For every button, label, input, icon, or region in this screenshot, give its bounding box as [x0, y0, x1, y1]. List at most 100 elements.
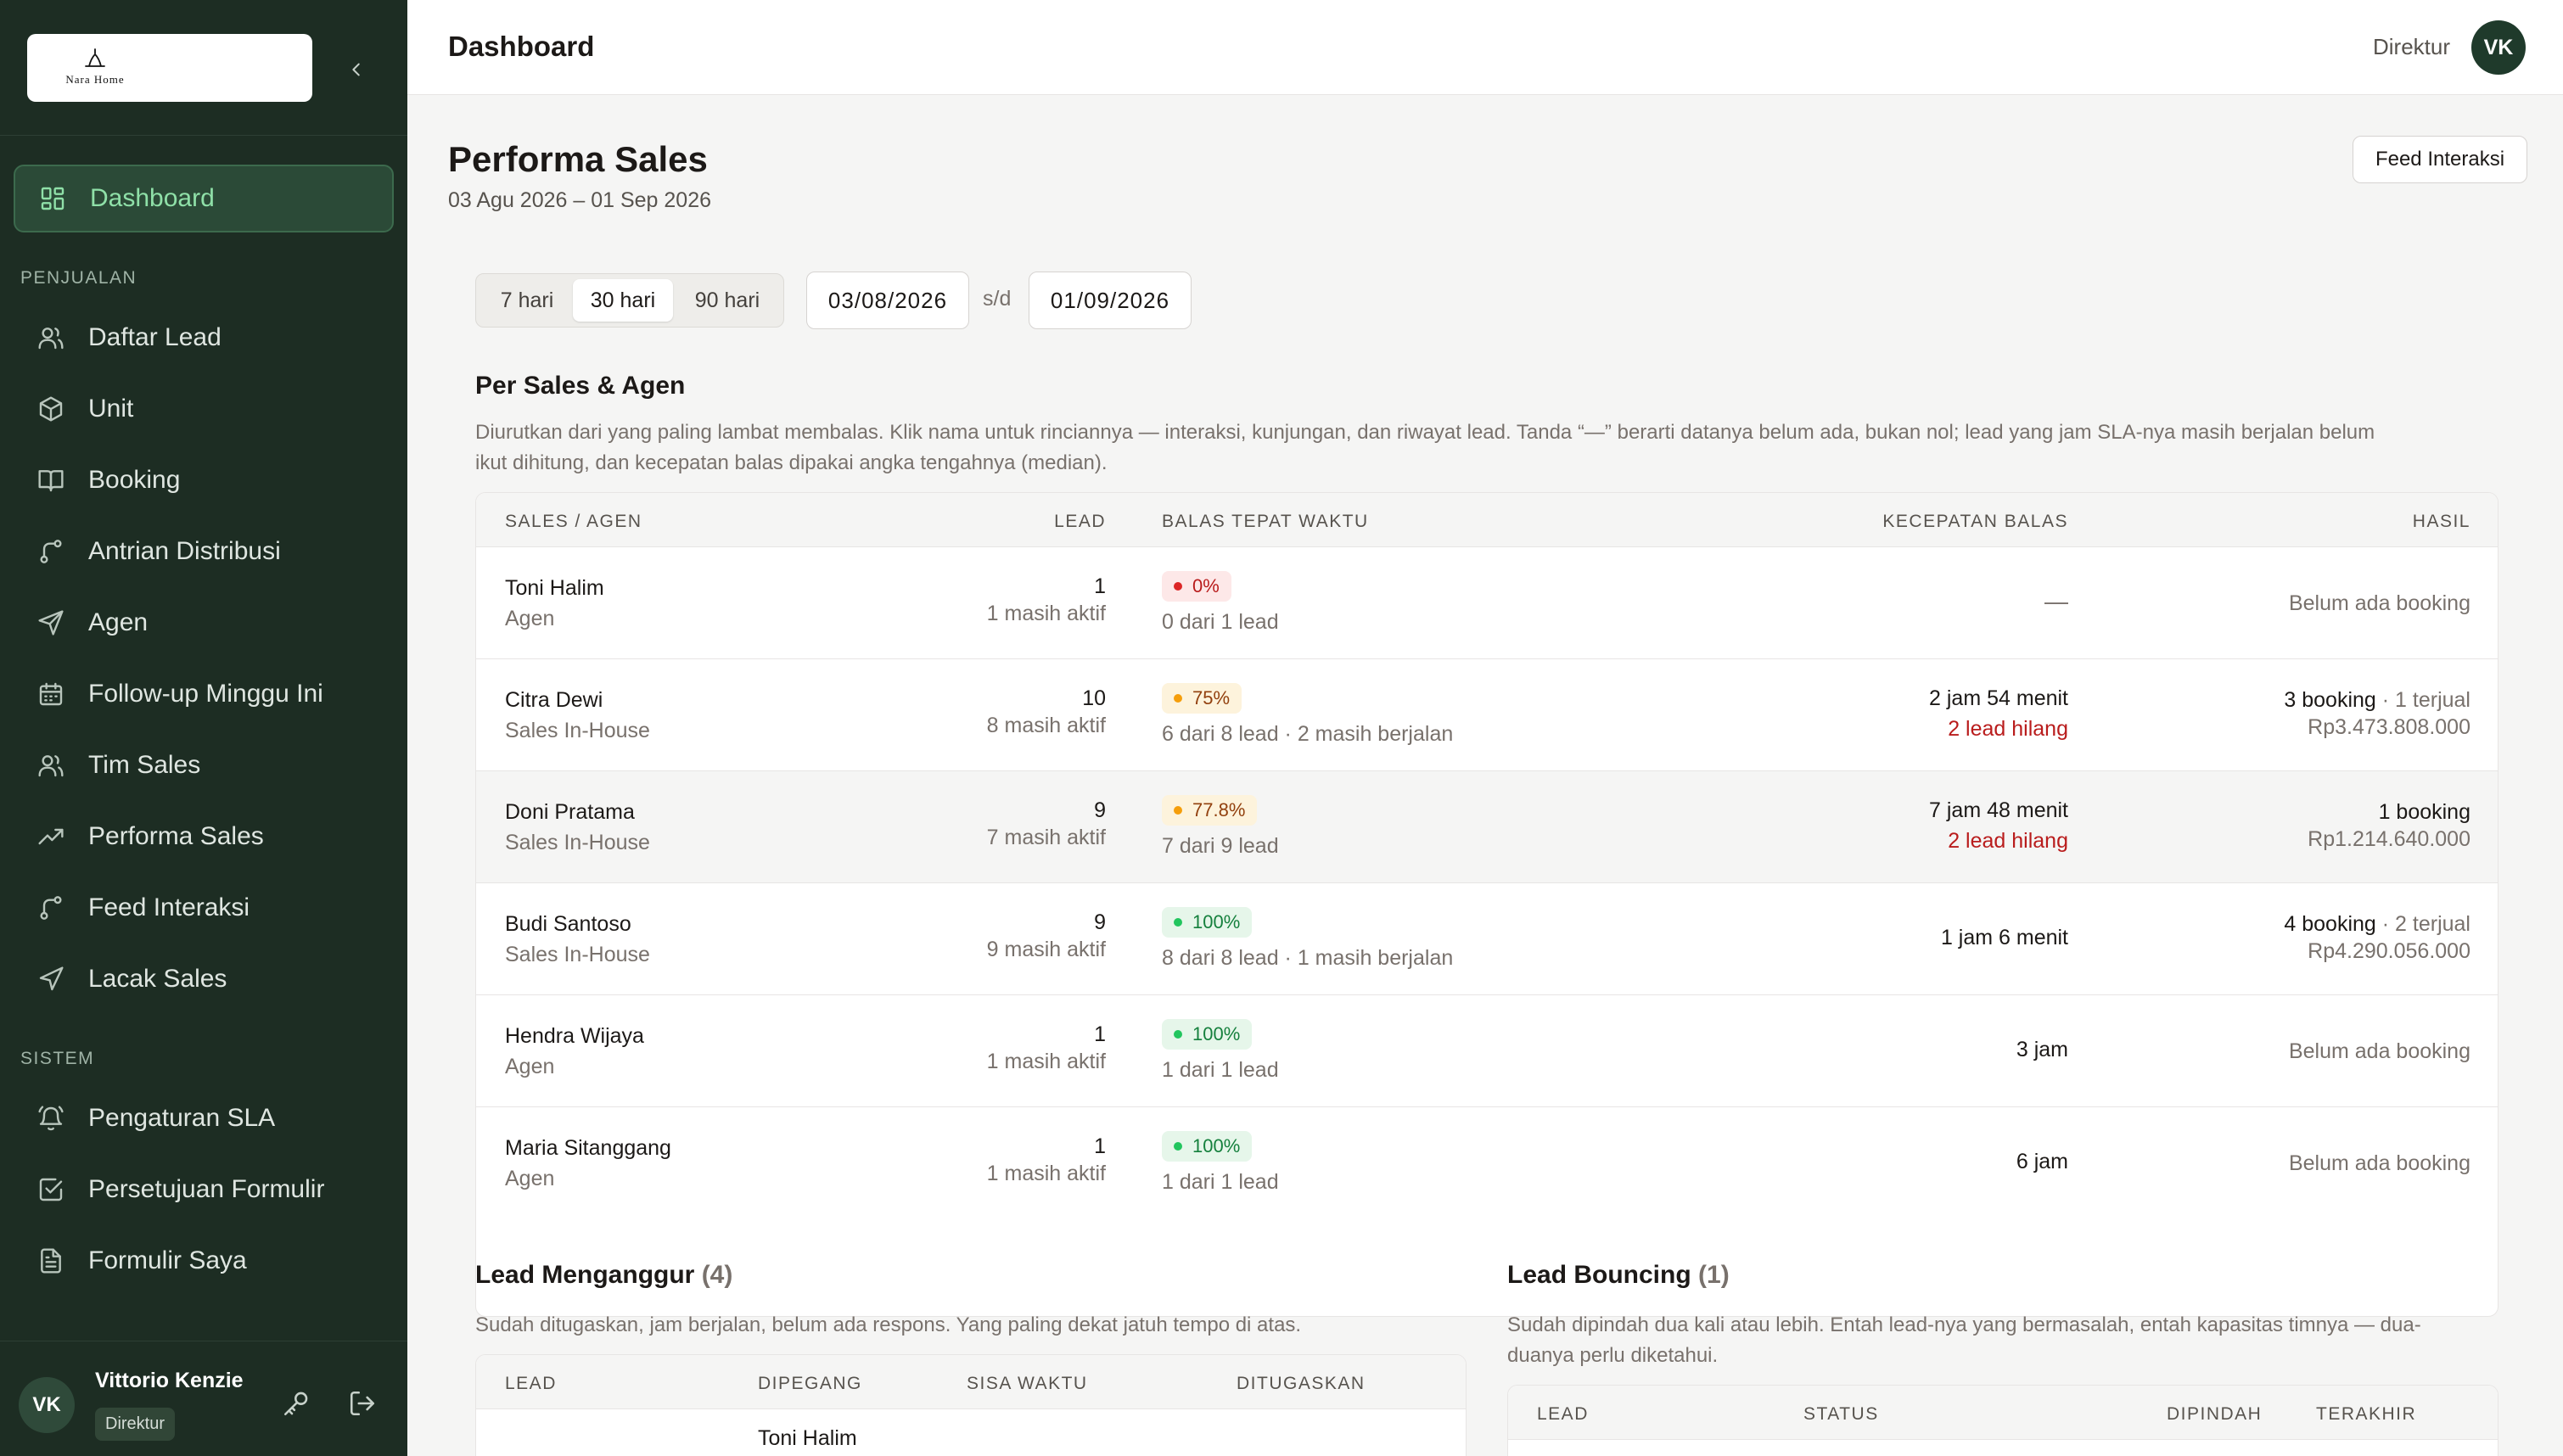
sidebar-item-dashboard[interactable]: Dashboard [14, 165, 394, 232]
table-row[interactable]: Toni Halim [476, 1409, 1466, 1456]
response-speed: 2 jam 54 menit [1929, 686, 2068, 710]
brand-name: Nara Home [65, 73, 125, 86]
lead-count: 9 [1094, 910, 1106, 934]
change-password-button[interactable] [277, 1384, 316, 1423]
ontime-badge: 100% [1162, 1131, 1253, 1162]
collapse-sidebar-button[interactable] [339, 53, 373, 87]
sidebar-item-label: Daftar Lead [88, 323, 222, 351]
avatar[interactable]: VK [19, 1377, 75, 1433]
check-square-icon [36, 1174, 66, 1205]
start-date-input[interactable]: 03/08/2026 [806, 272, 969, 329]
status-dot-icon [1174, 1030, 1182, 1039]
ontime-value: 100% [1192, 1023, 1241, 1044]
bouncing-leads-count: (1) [1698, 1261, 1730, 1289]
header-avatar[interactable]: VK [2471, 20, 2526, 75]
section-title-idle-leads: Lead Menganggur (4) [475, 1261, 732, 1290]
result-none: Belum ada booking [2288, 591, 2470, 615]
ontime-detail: 0 dari 1 lead [1162, 610, 1279, 634]
sidebar-item-antrian-distribusi[interactable]: Antrian Distribusi [14, 518, 394, 585]
send-icon [36, 608, 66, 638]
ontime-detail: 7 dari 9 lead [1162, 834, 1279, 858]
table-row[interactable]: Toni Halim Agen 1 1 masih aktif 0% 0 dar… [476, 547, 2498, 659]
date-separator: s/d [983, 287, 1012, 311]
ontime-value: 0% [1192, 575, 1220, 596]
lead-active: 1 masih aktif [986, 1162, 1106, 1185]
sidebar-item-booking[interactable]: Booking [14, 446, 394, 514]
sales-performance-table: SALES / AGEN LEAD BALAS TEPAT WAKTU KECE… [475, 492, 2499, 1317]
ontime-detail: 6 dari 8 lead · 2 masih berjalan [1162, 722, 1454, 746]
table-header: LEAD DIPEGANG SISA WAKTU DITUGASKAN [476, 1355, 1466, 1409]
ontime-badge: 75% [1162, 683, 1242, 714]
sidebar-item-performa-sales[interactable]: Performa Sales [14, 803, 394, 871]
col-header-speed: KECEPATAN BALAS [1882, 512, 2068, 531]
sidebar-item-label: Follow-up Minggu Ini [88, 680, 323, 708]
col-header-sales: SALES / AGEN [505, 512, 642, 531]
sidebar-item-pengaturan-sla[interactable]: Pengaturan SLA [14, 1084, 394, 1152]
period-option-7[interactable]: 7 hari [500, 288, 554, 312]
sidebar-item-agen[interactable]: Agen [14, 589, 394, 657]
result-value: Rp1.214.640.000 [2308, 827, 2470, 851]
response-speed: 6 jam [2016, 1150, 2068, 1173]
sales-name-link[interactable]: Doni Pratama [505, 800, 635, 824]
response-speed: 7 jam 48 menit [1929, 798, 2068, 822]
table-row[interactable]: Hendra Wijaya Agen 1 1 masih aktif 100% … [476, 995, 2498, 1107]
sidebar-item-label: Persetujuan Formulir [88, 1175, 325, 1203]
period-option-90[interactable]: 90 hari [694, 288, 760, 312]
sales-name-link[interactable]: Citra Dewi [505, 688, 603, 712]
sidebar-item-daftar-lead[interactable]: Daftar Lead [14, 304, 394, 372]
idle-leads-table: LEAD DIPEGANG SISA WAKTU DITUGASKAN Toni… [475, 1354, 1467, 1456]
logout-button[interactable] [343, 1384, 382, 1423]
sales-role: Sales In-House [505, 943, 650, 966]
topbar: Dashboard Direktur VK [407, 0, 2563, 95]
sidebar-item-unit[interactable]: Unit [14, 375, 394, 443]
sidebar-item-persetujuan-formulir[interactable]: Persetujuan Formulir [14, 1156, 394, 1224]
result-summary: 3 booking · 1 terjual [2284, 688, 2470, 713]
sidebar-item-follow-up[interactable]: Follow-up Minggu Ini [14, 660, 394, 728]
ontime-badge: 77.8% [1162, 795, 1258, 826]
sidebar-item-label: Booking [88, 466, 181, 494]
calendar-icon [36, 679, 66, 709]
sidebar-item-formulir-saya[interactable]: Formulir Saya [14, 1227, 394, 1295]
feed-interaksi-button[interactable]: Feed Interaksi [2353, 136, 2527, 183]
sidebar-item-lacak-sales[interactable]: Lacak Sales [14, 945, 394, 1013]
lost-leads: 2 lead hilang [1948, 717, 2068, 741]
status-dot-icon [1174, 918, 1182, 927]
col-header-assigned: DITUGASKAN [1237, 1374, 1366, 1393]
trending-up-icon [36, 821, 66, 852]
ontime-value: 75% [1192, 687, 1231, 708]
book-icon [36, 465, 66, 496]
sales-name-link[interactable]: Maria Sitanggang [505, 1136, 671, 1160]
period-option-30[interactable]: 30 hari [573, 279, 673, 322]
file-text-icon [36, 1246, 66, 1276]
ontime-value: 100% [1192, 911, 1241, 932]
table-row[interactable]: Doni Pratama Sales In-House 9 7 masih ak… [476, 771, 2498, 883]
section-title-per-sales: Per Sales & Agen [475, 372, 686, 400]
end-date-input[interactable]: 01/09/2026 [1029, 272, 1192, 329]
table-row[interactable]: Budi Santoso Sales In-House 9 9 masih ak… [476, 883, 2498, 995]
sidebar-item-feed-interaksi[interactable]: Feed Interaksi [14, 874, 394, 942]
page-date-range: 03 Agu 2026 – 01 Sep 2026 [448, 188, 712, 212]
brand-logo[interactable]: Nara Home [27, 34, 312, 102]
idle-leads-desc: Sudah ditugaskan, jam berjalan, belum ad… [475, 1313, 1302, 1336]
sales-name-link[interactable]: Toni Halim [505, 576, 604, 600]
table-row[interactable]: Citra Dewi Sales In-House 10 8 masih akt… [476, 659, 2498, 771]
table-row[interactable]: Maria Sitanggang Agen 1 1 masih aktif 10… [476, 1107, 2498, 1219]
page-header-title: Dashboard [448, 31, 595, 62]
lead-active: 8 masih aktif [986, 714, 1106, 737]
col-header-ontime: BALAS TEPAT WAKTU [1162, 512, 1369, 531]
route-icon [36, 536, 66, 567]
sidebar-item-tim-sales[interactable]: Tim Sales [14, 731, 394, 799]
sales-role: Agen [505, 1167, 555, 1190]
sold-count: · 2 terjual [2375, 912, 2470, 936]
result-summary: 1 booking [2379, 800, 2470, 825]
sales-name-link[interactable]: Hendra Wijaya [505, 1024, 644, 1048]
sales-name-link[interactable]: Budi Santoso [505, 912, 631, 936]
col-header-time-left: SISA WAKTU [967, 1374, 1088, 1393]
sales-role: Agen [505, 607, 555, 630]
grid-icon [37, 183, 68, 214]
logout-icon [350, 1391, 375, 1416]
bell-icon [36, 1103, 66, 1134]
sidebar-item-label: Lacak Sales [88, 965, 227, 993]
ontime-value: 77.8% [1192, 799, 1246, 820]
sales-role: Sales In-House [505, 719, 650, 742]
